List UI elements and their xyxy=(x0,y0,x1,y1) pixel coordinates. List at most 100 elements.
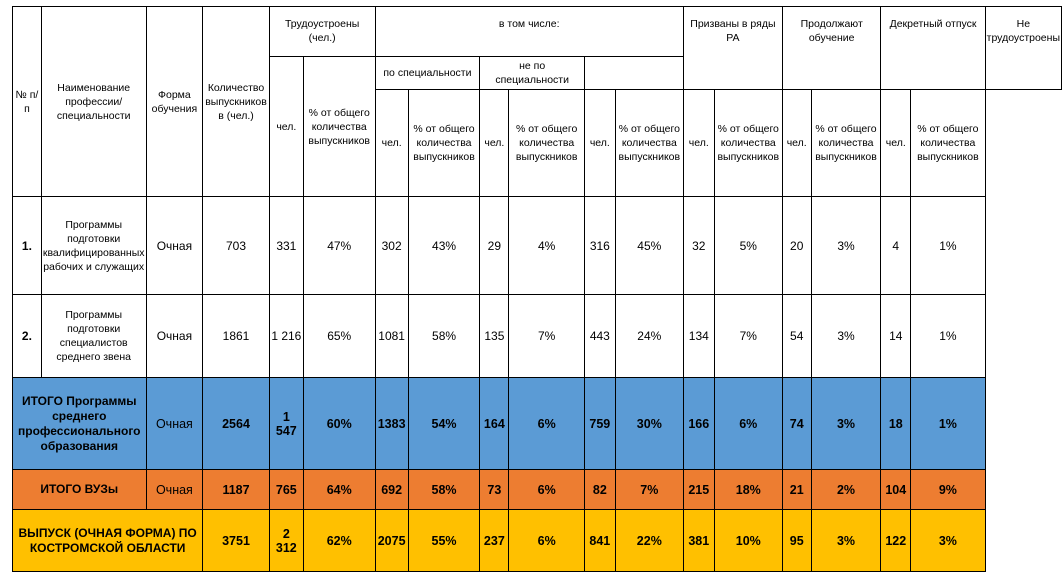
total-nemp-pct: 1% xyxy=(910,377,986,470)
table-row: 2. Программы подготовки специалистов сре… xyxy=(12,294,1062,378)
total-nspec-pct: 6% xyxy=(508,377,585,470)
header-study-chel: чел. xyxy=(682,89,715,197)
row-mat-pct: 3% xyxy=(810,294,882,378)
row-form: Очная xyxy=(145,294,204,378)
total-mat: 74 xyxy=(781,377,812,470)
total-army: 759 xyxy=(583,377,616,470)
row-total: 703 xyxy=(202,196,270,295)
total-name: ИТОГО Программы среднего профессионально… xyxy=(12,377,147,470)
row-spec: 302 xyxy=(374,196,409,295)
total-nemp: 122 xyxy=(880,509,912,572)
header-not-by-spec: не по специальности xyxy=(479,56,585,90)
total-emp-pct: 62% xyxy=(302,509,376,572)
header-nspec-pct: % от общего количества выпускников xyxy=(508,89,585,197)
total-nspec: 164 xyxy=(479,377,510,470)
total-emp-pct: 60% xyxy=(302,377,376,470)
header-name: Наименование профессии/ специальности xyxy=(40,6,147,197)
graduates-employment-table: № п/п Наименование профессии/ специально… xyxy=(11,6,1062,572)
row-emp: 331 xyxy=(268,196,304,295)
total-name: ИТОГО ВУЗы xyxy=(12,469,147,510)
total-row-region: ВЫПУСК (ОЧНАЯ ФОРМА) ПО КОСТРОМСКОЙ ОБЛА… xyxy=(11,509,1062,572)
total-army-pct: 22% xyxy=(614,509,684,572)
total-mat-pct: 3% xyxy=(810,377,882,470)
header-nspec-chel: чел. xyxy=(479,89,510,197)
total-spec: 1383 xyxy=(374,377,409,470)
total-nspec-pct: 6% xyxy=(508,509,585,572)
total-mat-pct: 3% xyxy=(810,509,882,572)
row-nspec: 29 xyxy=(479,196,510,295)
total-study: 381 xyxy=(682,509,715,572)
row-nemp-pct: 1% xyxy=(910,196,986,295)
row-army-pct: 45% xyxy=(614,196,684,295)
row-mat: 20 xyxy=(781,196,812,295)
total-mat-pct: 2% xyxy=(810,469,882,510)
row-study-pct: 7% xyxy=(713,294,783,378)
total-army: 841 xyxy=(583,509,616,572)
row-emp-pct: 47% xyxy=(302,196,376,295)
total-nemp-pct: 9% xyxy=(910,469,986,510)
row-nspec-pct: 4% xyxy=(508,196,585,295)
row-study: 134 xyxy=(682,294,715,378)
row-nemp: 14 xyxy=(880,294,912,378)
total-mat: 95 xyxy=(781,509,812,572)
header-employed: Трудоустроены (чел.) xyxy=(268,6,376,57)
table-row: 1. Программы подготовки квалифицированны… xyxy=(12,196,1062,295)
header-army-chel: чел. xyxy=(583,89,616,197)
header-nemp-pct: % от общего количества выпускников xyxy=(910,89,986,197)
total-army: 82 xyxy=(583,469,616,510)
header-form: Форма обучения xyxy=(145,6,204,197)
row-spec-pct: 58% xyxy=(407,294,481,378)
header-study-pct: % от общего количества выпускников xyxy=(713,89,783,197)
row-num: 1. xyxy=(12,196,42,295)
total-emp-pct: 64% xyxy=(302,469,376,510)
row-study: 32 xyxy=(682,196,715,295)
header-army: Призваны в ряды РА xyxy=(682,6,783,90)
total-nemp-pct: 3% xyxy=(910,509,986,572)
total-spec-pct: 58% xyxy=(407,469,481,510)
row-form: Очная xyxy=(145,196,204,295)
total-army-pct: 30% xyxy=(614,377,684,470)
total-study: 215 xyxy=(682,469,715,510)
header-army-pct: % от общего количества выпускников xyxy=(614,89,684,197)
total-form: Очная xyxy=(145,469,204,510)
row-name: Программы подготовки квалифицированных р… xyxy=(40,196,147,295)
header-employed-chel: чел. xyxy=(268,56,304,197)
total-study-pct: 18% xyxy=(713,469,783,510)
total-spec-pct: 55% xyxy=(407,509,481,572)
row-army: 443 xyxy=(583,294,616,378)
row-mat-pct: 3% xyxy=(810,196,882,295)
total-emp: 1 547 xyxy=(268,377,304,470)
row-army-pct: 24% xyxy=(614,294,684,378)
header-including: в том числе: xyxy=(374,6,684,57)
row-nspec: 135 xyxy=(479,294,510,378)
row-num: 2. xyxy=(12,294,42,378)
header-not-employed: Не трудоустроены xyxy=(984,6,1062,90)
total-name: ВЫПУСК (ОЧНАЯ ФОРМА) ПО КОСТРОМСКОЙ ОБЛА… xyxy=(11,509,204,572)
header-num: № п/п xyxy=(12,6,42,197)
row-mat: 54 xyxy=(781,294,812,378)
row-nemp-pct: 1% xyxy=(910,294,986,378)
total-emp: 765 xyxy=(268,469,304,510)
total-study-pct: 6% xyxy=(713,377,783,470)
total-nspec-pct: 6% xyxy=(508,469,585,510)
header-by-spec: по специальности xyxy=(374,56,481,90)
header-maternity: Декретный отпуск xyxy=(880,6,986,90)
total-total: 1187 xyxy=(202,469,270,510)
total-emp: 2 312 xyxy=(268,509,304,572)
header-nemp-chel: чел. xyxy=(880,89,912,197)
row-emp-pct: 65% xyxy=(302,294,376,378)
row-study-pct: 5% xyxy=(713,196,783,295)
header-employed-pct: % от общего количества выпускников xyxy=(302,56,376,197)
row-emp: 1 216 xyxy=(268,294,304,378)
row-spec: 1081 xyxy=(374,294,409,378)
total-row-vuz: ИТОГО ВУЗы Очная 1187 765 64% 692 58% 73… xyxy=(12,469,1062,510)
total-army-pct: 7% xyxy=(614,469,684,510)
header-spec-chel: чел. xyxy=(374,89,409,197)
header-graduates: Количество выпускников в (чел.) xyxy=(202,6,270,197)
header-spec-pct: % от общего количества выпускников xyxy=(407,89,481,197)
total-nemp: 18 xyxy=(880,377,912,470)
total-nspec: 73 xyxy=(479,469,510,510)
total-study-pct: 10% xyxy=(713,509,783,572)
total-row-spo: ИТОГО Программы среднего профессионально… xyxy=(12,377,1062,470)
header-mat-chel: чел. xyxy=(781,89,812,197)
